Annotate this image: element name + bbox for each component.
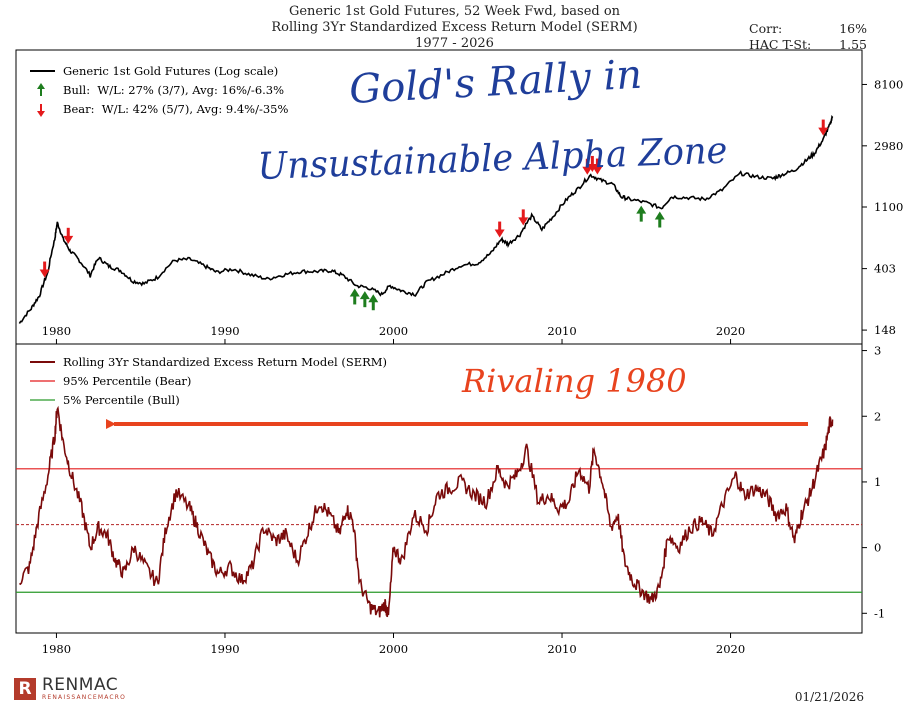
top-y-tick-label: 403 <box>874 262 896 276</box>
top-y-tick-label: 2980 <box>874 139 903 153</box>
logo-name: RENMAC <box>42 675 119 695</box>
bottom-y-tick-label: 3 <box>874 344 881 358</box>
top-legend: Generic 1st Gold Futures (Log scale) Bul… <box>30 64 289 117</box>
chart-title-line2: Rolling 3Yr Standardized Excess Return M… <box>271 20 638 35</box>
bottom-y-tick-label: -1 <box>874 606 885 620</box>
corr-label: Corr: <box>749 21 783 36</box>
bear-signal-arrow <box>518 209 529 226</box>
bottom-x-axis: 1980 1990 2000 2010 2020 <box>42 633 745 656</box>
bear-signal-arrow <box>39 261 50 278</box>
logo-subtitle: RENAISSANCEMACRO <box>42 694 127 701</box>
stats-block: Corr: 16% HAC T-St: 1.55 <box>749 21 867 53</box>
bottom-x-tick-label: 1980 <box>42 642 71 656</box>
legend-bull-icon <box>37 83 45 96</box>
chart-title-block: Generic 1st Gold Futures, 52 Week Fwd, b… <box>0 4 909 52</box>
bull-signal-arrow <box>359 291 370 308</box>
threshold-lines <box>16 468 862 593</box>
bottom-y-tick-label: 2 <box>874 409 881 423</box>
bear-signal-arrow <box>582 158 593 175</box>
bottom-y-tick-label: 1 <box>874 475 881 489</box>
legend-bear-label: Bear: W/L: 42% (5/7), Avg: 9.4%/-35% <box>63 102 289 116</box>
annotation-rivaling-1980: Rivaling 1980 <box>461 362 687 400</box>
footer-date: 01/21/2026 <box>794 690 864 704</box>
bull-signal-arrow <box>349 288 360 305</box>
tstat-label: HAC T-St: <box>749 37 812 52</box>
serm-line <box>18 405 834 618</box>
logo-mark: R <box>14 677 36 700</box>
top-y-tick-label: 8100 <box>874 77 903 91</box>
legend-bull-label: Bull: W/L: 27% (3/7), Avg: 16%/-6.3% <box>63 83 284 97</box>
top-x-tick-label: 2000 <box>379 324 408 338</box>
top-x-axis: 1980 1990 2000 2010 2020 <box>42 324 745 344</box>
top-y-axis: 8100 2980 1100 403 148 <box>862 77 903 337</box>
bottom-x-tick-label: 2010 <box>547 642 576 656</box>
annotation-gold-rally: Gold's Rally in <box>348 52 643 113</box>
bear-signal-arrow <box>494 221 505 238</box>
bottom-x-tick-label: 2020 <box>716 642 745 656</box>
bear-signal-arrow <box>587 155 598 172</box>
legend-gold-label: Generic 1st Gold Futures (Log scale) <box>63 64 278 78</box>
corr-value: 16% <box>839 21 867 36</box>
bottom-x-tick-label: 2000 <box>379 642 408 656</box>
annotation-alpha-zone: Unsustainable Alpha Zone <box>257 129 728 188</box>
top-x-tick-label: 1990 <box>210 324 239 338</box>
legend-bear-line-label: 95% Percentile (Bear) <box>63 374 191 388</box>
bull-signal-arrow <box>636 205 647 222</box>
gold-price-line <box>18 115 834 324</box>
bottom-y-axis: 3 2 1 0 -1 <box>862 344 885 620</box>
bull-signal-arrow <box>368 294 379 311</box>
legend-bear-icon <box>37 104 45 117</box>
top-x-tick-label: 1980 <box>42 324 71 338</box>
legend-serm-label: Rolling 3Yr Standardized Excess Return M… <box>63 355 387 369</box>
bottom-panel-frame <box>15 343 863 634</box>
bear-signal-arrow <box>63 227 74 244</box>
top-y-tick-label: 148 <box>874 323 896 337</box>
tstat-value: 1.55 <box>839 37 867 52</box>
chart-title-line3: 1977 - 2026 <box>415 36 494 51</box>
chart-title-line1: Generic 1st Gold Futures, 52 Week Fwd, b… <box>288 4 621 19</box>
top-x-tick-label: 2010 <box>547 324 576 338</box>
bottom-legend: Rolling 3Yr Standardized Excess Return M… <box>30 355 387 407</box>
top-x-tick-label: 2020 <box>716 324 745 338</box>
renmac-logo: R RENMAC RENAISSANCEMACRO <box>14 676 126 701</box>
bottom-y-tick-label: 0 <box>874 541 881 555</box>
bear-signal-arrow <box>818 119 829 136</box>
bottom-x-tick-label: 1990 <box>210 642 239 656</box>
legend-bull-line-label: 5% Percentile (Bull) <box>63 393 180 407</box>
signal-arrows <box>39 119 829 311</box>
bull-signal-arrow <box>654 211 665 228</box>
bear-signal-arrow <box>592 158 603 175</box>
top-y-tick-label: 1100 <box>874 200 903 214</box>
